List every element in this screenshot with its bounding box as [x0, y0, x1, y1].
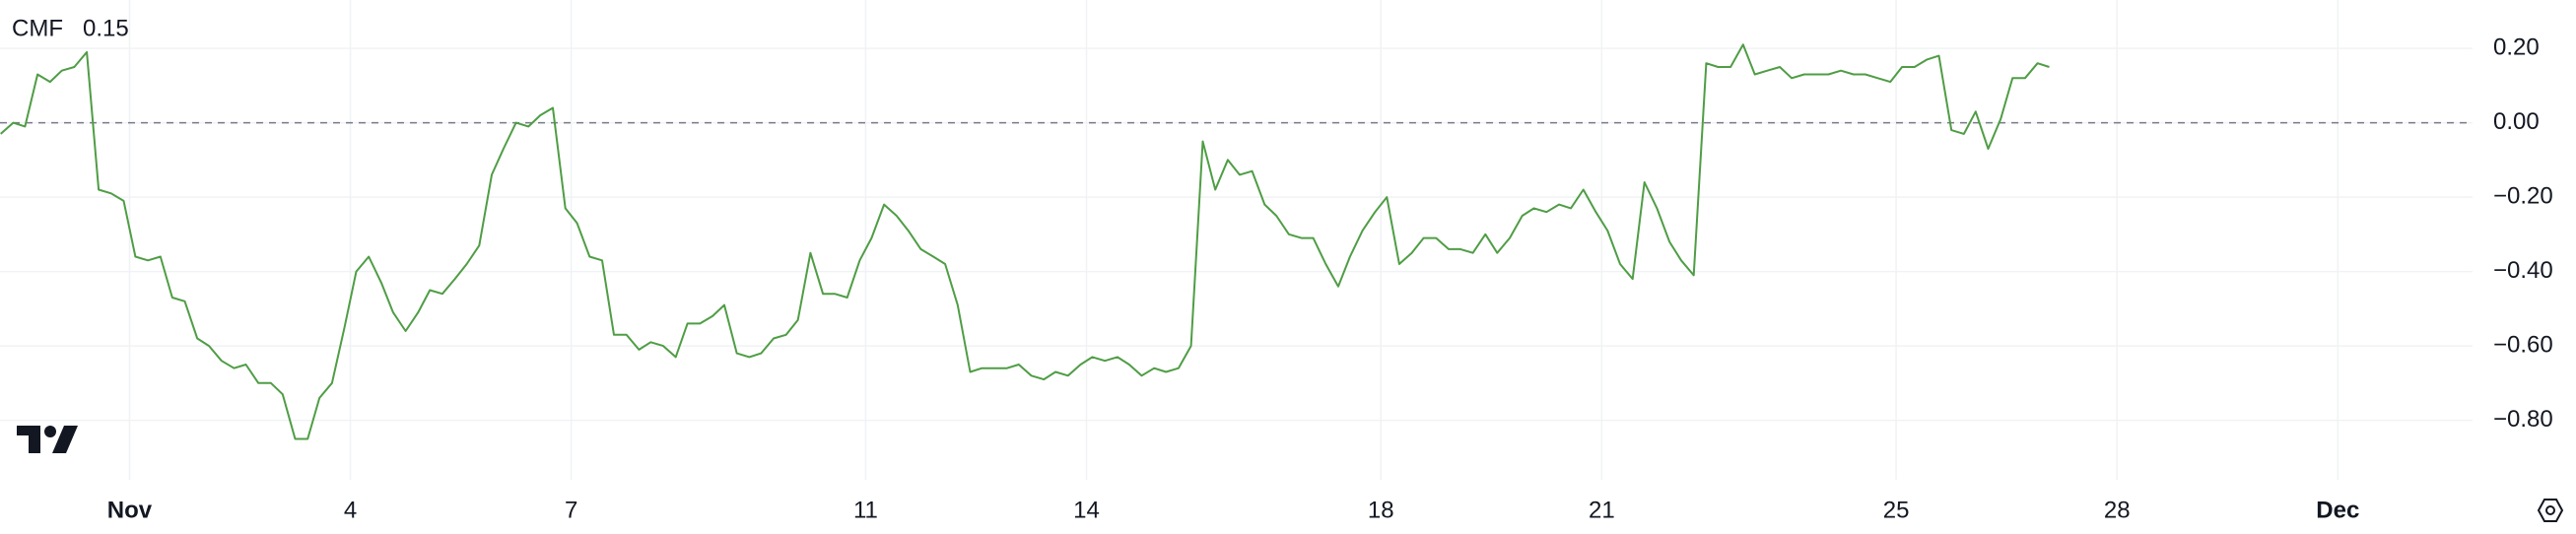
logo [17, 426, 78, 453]
y-tick-label: −0.20 [2493, 182, 2553, 209]
x-tick-label: 25 [1883, 497, 1910, 523]
x-tick-label: 11 [853, 497, 878, 523]
x-tick-label: Nov [107, 497, 153, 523]
x-tick-label: 21 [1589, 497, 1615, 523]
x-tick-label: Dec [2316, 497, 2359, 523]
y-tick-label: 0.00 [2493, 108, 2540, 135]
y-tick-label: −0.40 [2493, 257, 2553, 284]
x-tick-label: 28 [2104, 497, 2131, 523]
settings-icon[interactable] [2537, 499, 2564, 522]
cmf-line [0, 43, 2050, 440]
x-tick-label: 7 [565, 497, 577, 523]
y-tick-label: −0.60 [2493, 331, 2553, 358]
x-tick-label: 18 [1368, 497, 1394, 523]
x-tick-label: 4 [344, 497, 357, 523]
indicator-title: CMF [12, 15, 63, 41]
y-tick-label: 0.20 [2493, 33, 2540, 60]
y-tick-label: −0.80 [2493, 406, 2553, 433]
indicator-value: 0.15 [83, 15, 129, 41]
x-tick-label: 14 [1073, 497, 1100, 523]
